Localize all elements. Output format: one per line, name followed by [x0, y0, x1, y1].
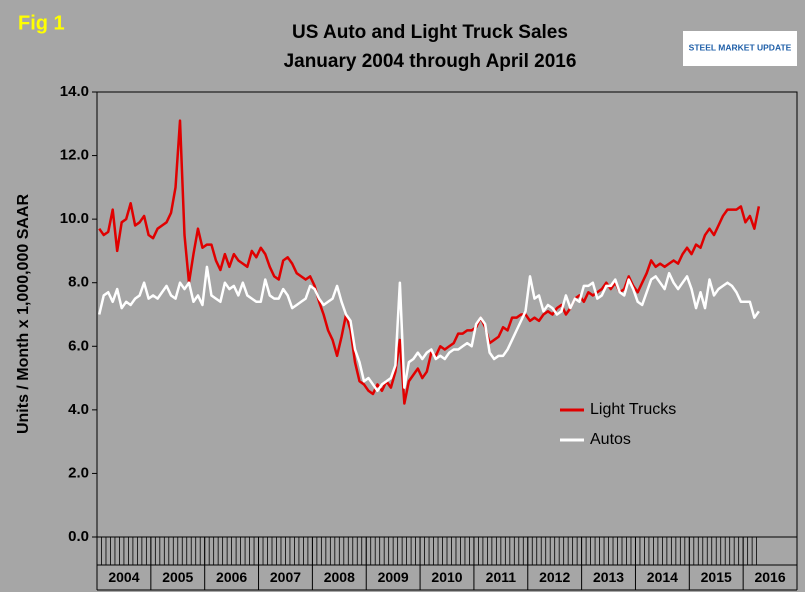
y-tick-label: 12.0: [60, 147, 89, 164]
x-group-label: 2009: [378, 569, 409, 585]
series-line: [98, 265, 760, 393]
y-axis-label: Units / Month x 1,000,000 SAAR: [15, 194, 32, 435]
plot-area: [96, 91, 798, 538]
chart-title: US Auto and Light Truck Sales: [292, 22, 568, 43]
figure-label: Fig 1: [18, 12, 65, 34]
y-tick-label: 10.0: [60, 210, 89, 227]
x-group-label: 2005: [162, 569, 193, 585]
x-group-label: 2007: [270, 569, 301, 585]
legend-label: Autos: [590, 431, 631, 448]
x-group-label: 2013: [593, 569, 624, 585]
logo-box: [683, 31, 797, 66]
legend-label: Light Trucks: [590, 401, 676, 418]
x-group-label: 2011: [486, 569, 517, 585]
x-group-label: 2012: [539, 569, 570, 585]
y-tick-label: 8.0: [68, 274, 89, 291]
logo: STEEL MARKET UPDATE: [689, 42, 792, 52]
x-group-label: 2006: [216, 569, 247, 585]
y-tick-label: 0.0: [68, 528, 89, 545]
series-line: [98, 119, 761, 405]
x-group-label: 2016: [754, 569, 785, 585]
y-tick-label: 4.0: [68, 401, 89, 418]
x-group-label: 2004: [108, 569, 139, 585]
x-group-label: 2008: [324, 569, 355, 585]
y-tick-label: 6.0: [68, 337, 89, 354]
x-group-label: 2010: [431, 569, 462, 585]
y-tick-label: 14.0: [60, 83, 89, 100]
y-tick-label: 2.0: [68, 464, 89, 481]
x-group-label: 2015: [701, 569, 732, 585]
chart-subtitle: January 2004 through April 2016: [284, 51, 577, 72]
x-group-label: 2014: [647, 569, 678, 585]
